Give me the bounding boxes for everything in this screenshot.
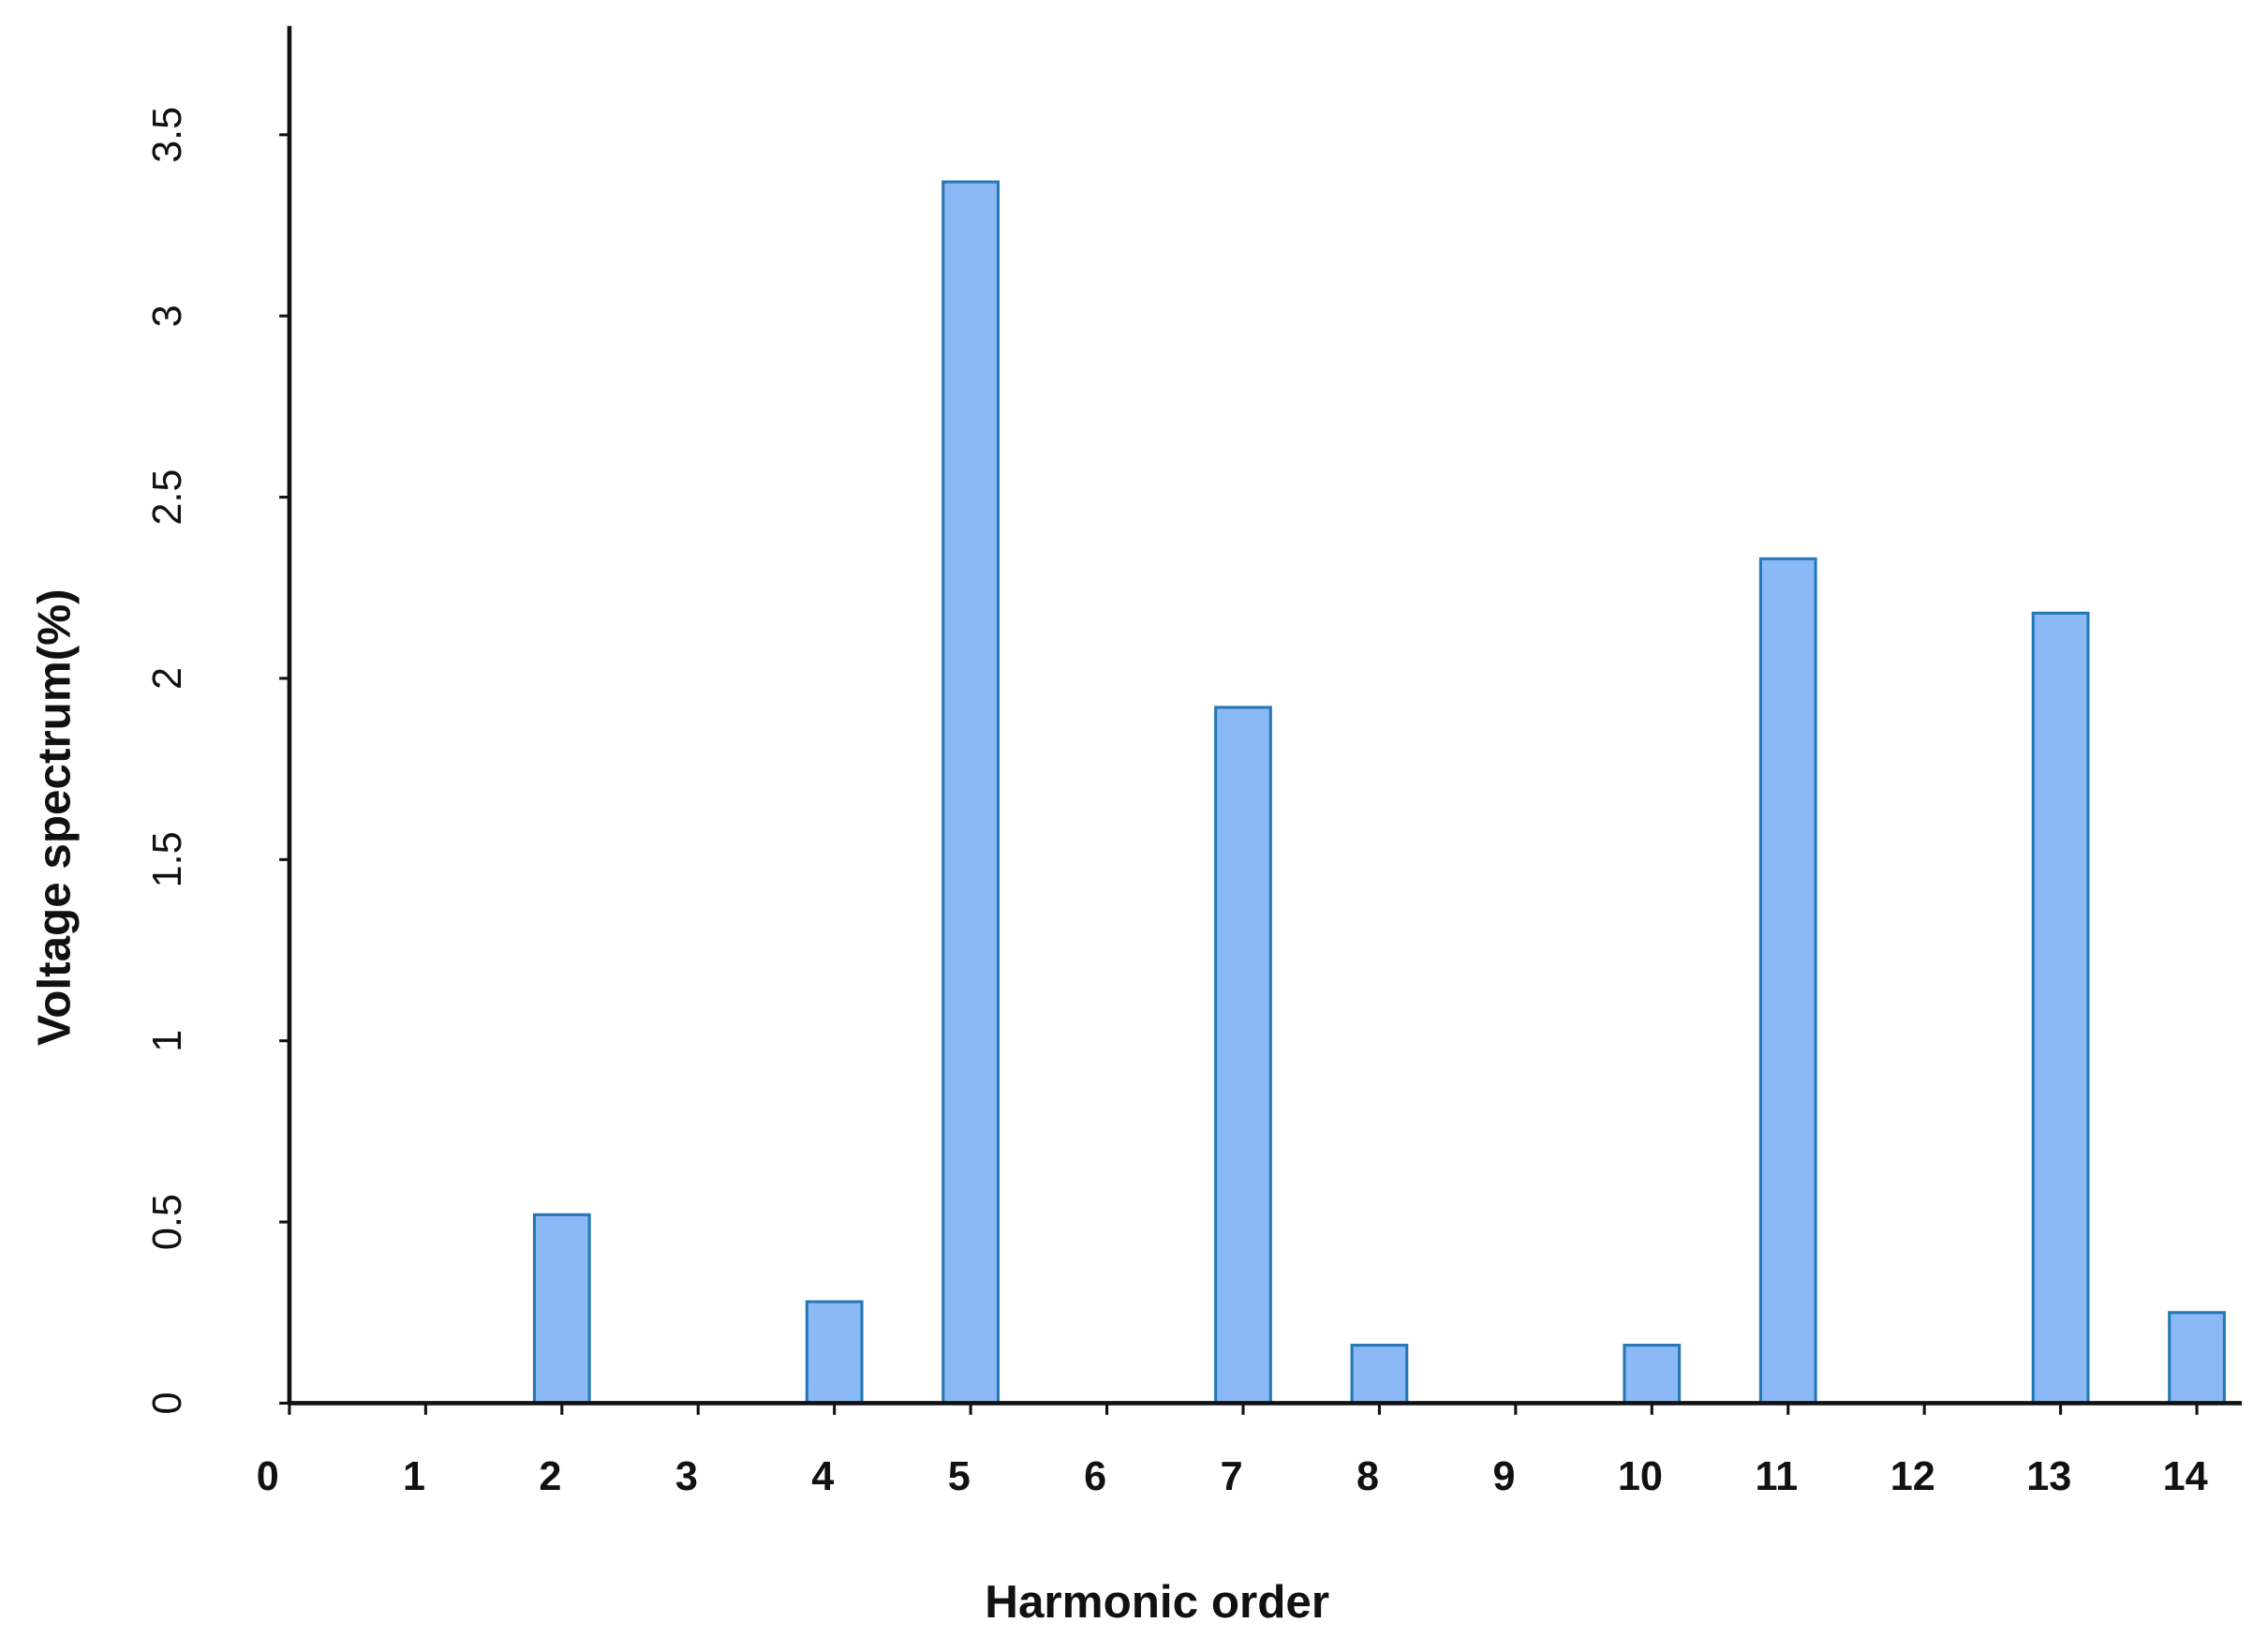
y-tick-label: 0: [145, 1392, 190, 1414]
x-tick-label: 6: [1084, 1454, 1106, 1499]
bar: [1350, 1344, 1409, 1406]
bar: [941, 180, 1000, 1406]
bar: [532, 1213, 591, 1406]
x-tick-label: 8: [1356, 1454, 1379, 1499]
bar: [1758, 557, 1817, 1406]
x-tick-label: 3: [675, 1454, 698, 1499]
x-tick-label: 13: [2026, 1454, 2071, 1499]
y-tick-label: 1.5: [145, 831, 190, 887]
x-tick-label: 9: [1492, 1454, 1515, 1499]
y-tick-label: 2: [145, 667, 190, 690]
x-tick-label: 14: [2163, 1454, 2208, 1499]
x-tick-label: 2: [539, 1454, 561, 1499]
x-tick-label: 11: [1756, 1454, 1799, 1499]
x-tick-label: 4: [811, 1454, 834, 1499]
y-tick-label: 1: [145, 1030, 190, 1052]
bar: [805, 1300, 864, 1406]
y-tick-label: 0.5: [145, 1194, 190, 1250]
bar: [1214, 706, 1272, 1406]
y-tick-label: 3: [145, 305, 190, 327]
y-tick-label: 2.5: [145, 469, 190, 526]
bar: [2031, 611, 2090, 1406]
bar: [2168, 1311, 2226, 1406]
x-tick-label: 10: [1618, 1454, 1663, 1499]
x-tick-label: 1: [403, 1454, 425, 1499]
y-tick-label: 3.5: [145, 107, 190, 163]
x-tick-label: 12: [1890, 1454, 1935, 1499]
x-tick-label: 0: [257, 1454, 279, 1499]
y-axis-label: Voltage spectrum(%): [28, 588, 80, 1046]
bar: [1623, 1344, 1682, 1406]
x-tick-label: 5: [948, 1454, 971, 1499]
x-axis-label: Harmonic order: [985, 1576, 1329, 1628]
x-tick-label: 7: [1221, 1454, 1243, 1499]
